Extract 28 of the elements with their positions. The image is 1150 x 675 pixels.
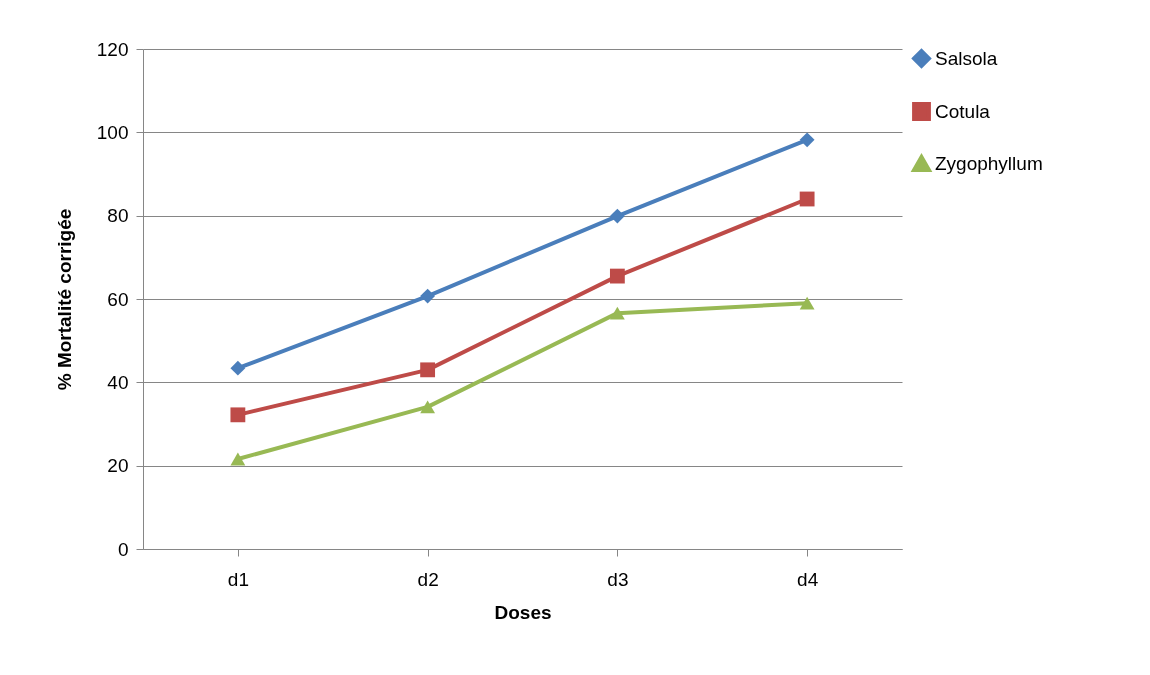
point [609, 208, 625, 224]
point [609, 268, 625, 284]
legend-label: Cotula [935, 100, 991, 122]
y-tick-label: 120 [96, 38, 129, 60]
x-tick-label: d3 [607, 568, 629, 590]
point [420, 288, 436, 304]
y-tick-label: 20 [107, 455, 129, 477]
legend-label: Salsola [935, 47, 998, 69]
point [420, 362, 436, 378]
y-axis-title: % Mortalité corrigée [53, 208, 75, 391]
point [420, 400, 436, 414]
point [609, 306, 625, 320]
y-tick-label: 0 [117, 538, 129, 560]
x-axis-title: Doses [494, 601, 552, 623]
point [799, 191, 815, 207]
point [799, 296, 815, 310]
y-tick-label: 100 [96, 121, 129, 143]
x-tick-label: d4 [797, 568, 819, 590]
y-tick-label: 40 [107, 371, 129, 393]
x-tick-label: d2 [417, 568, 439, 590]
point [230, 452, 246, 466]
y-tick-label: 80 [107, 205, 129, 227]
legend-label: Zygophyllum [935, 152, 1043, 174]
point [230, 360, 246, 376]
y-tick-label: 60 [107, 288, 129, 310]
x-tick-label: d1 [227, 568, 249, 590]
point [230, 407, 246, 423]
point [799, 132, 815, 148]
